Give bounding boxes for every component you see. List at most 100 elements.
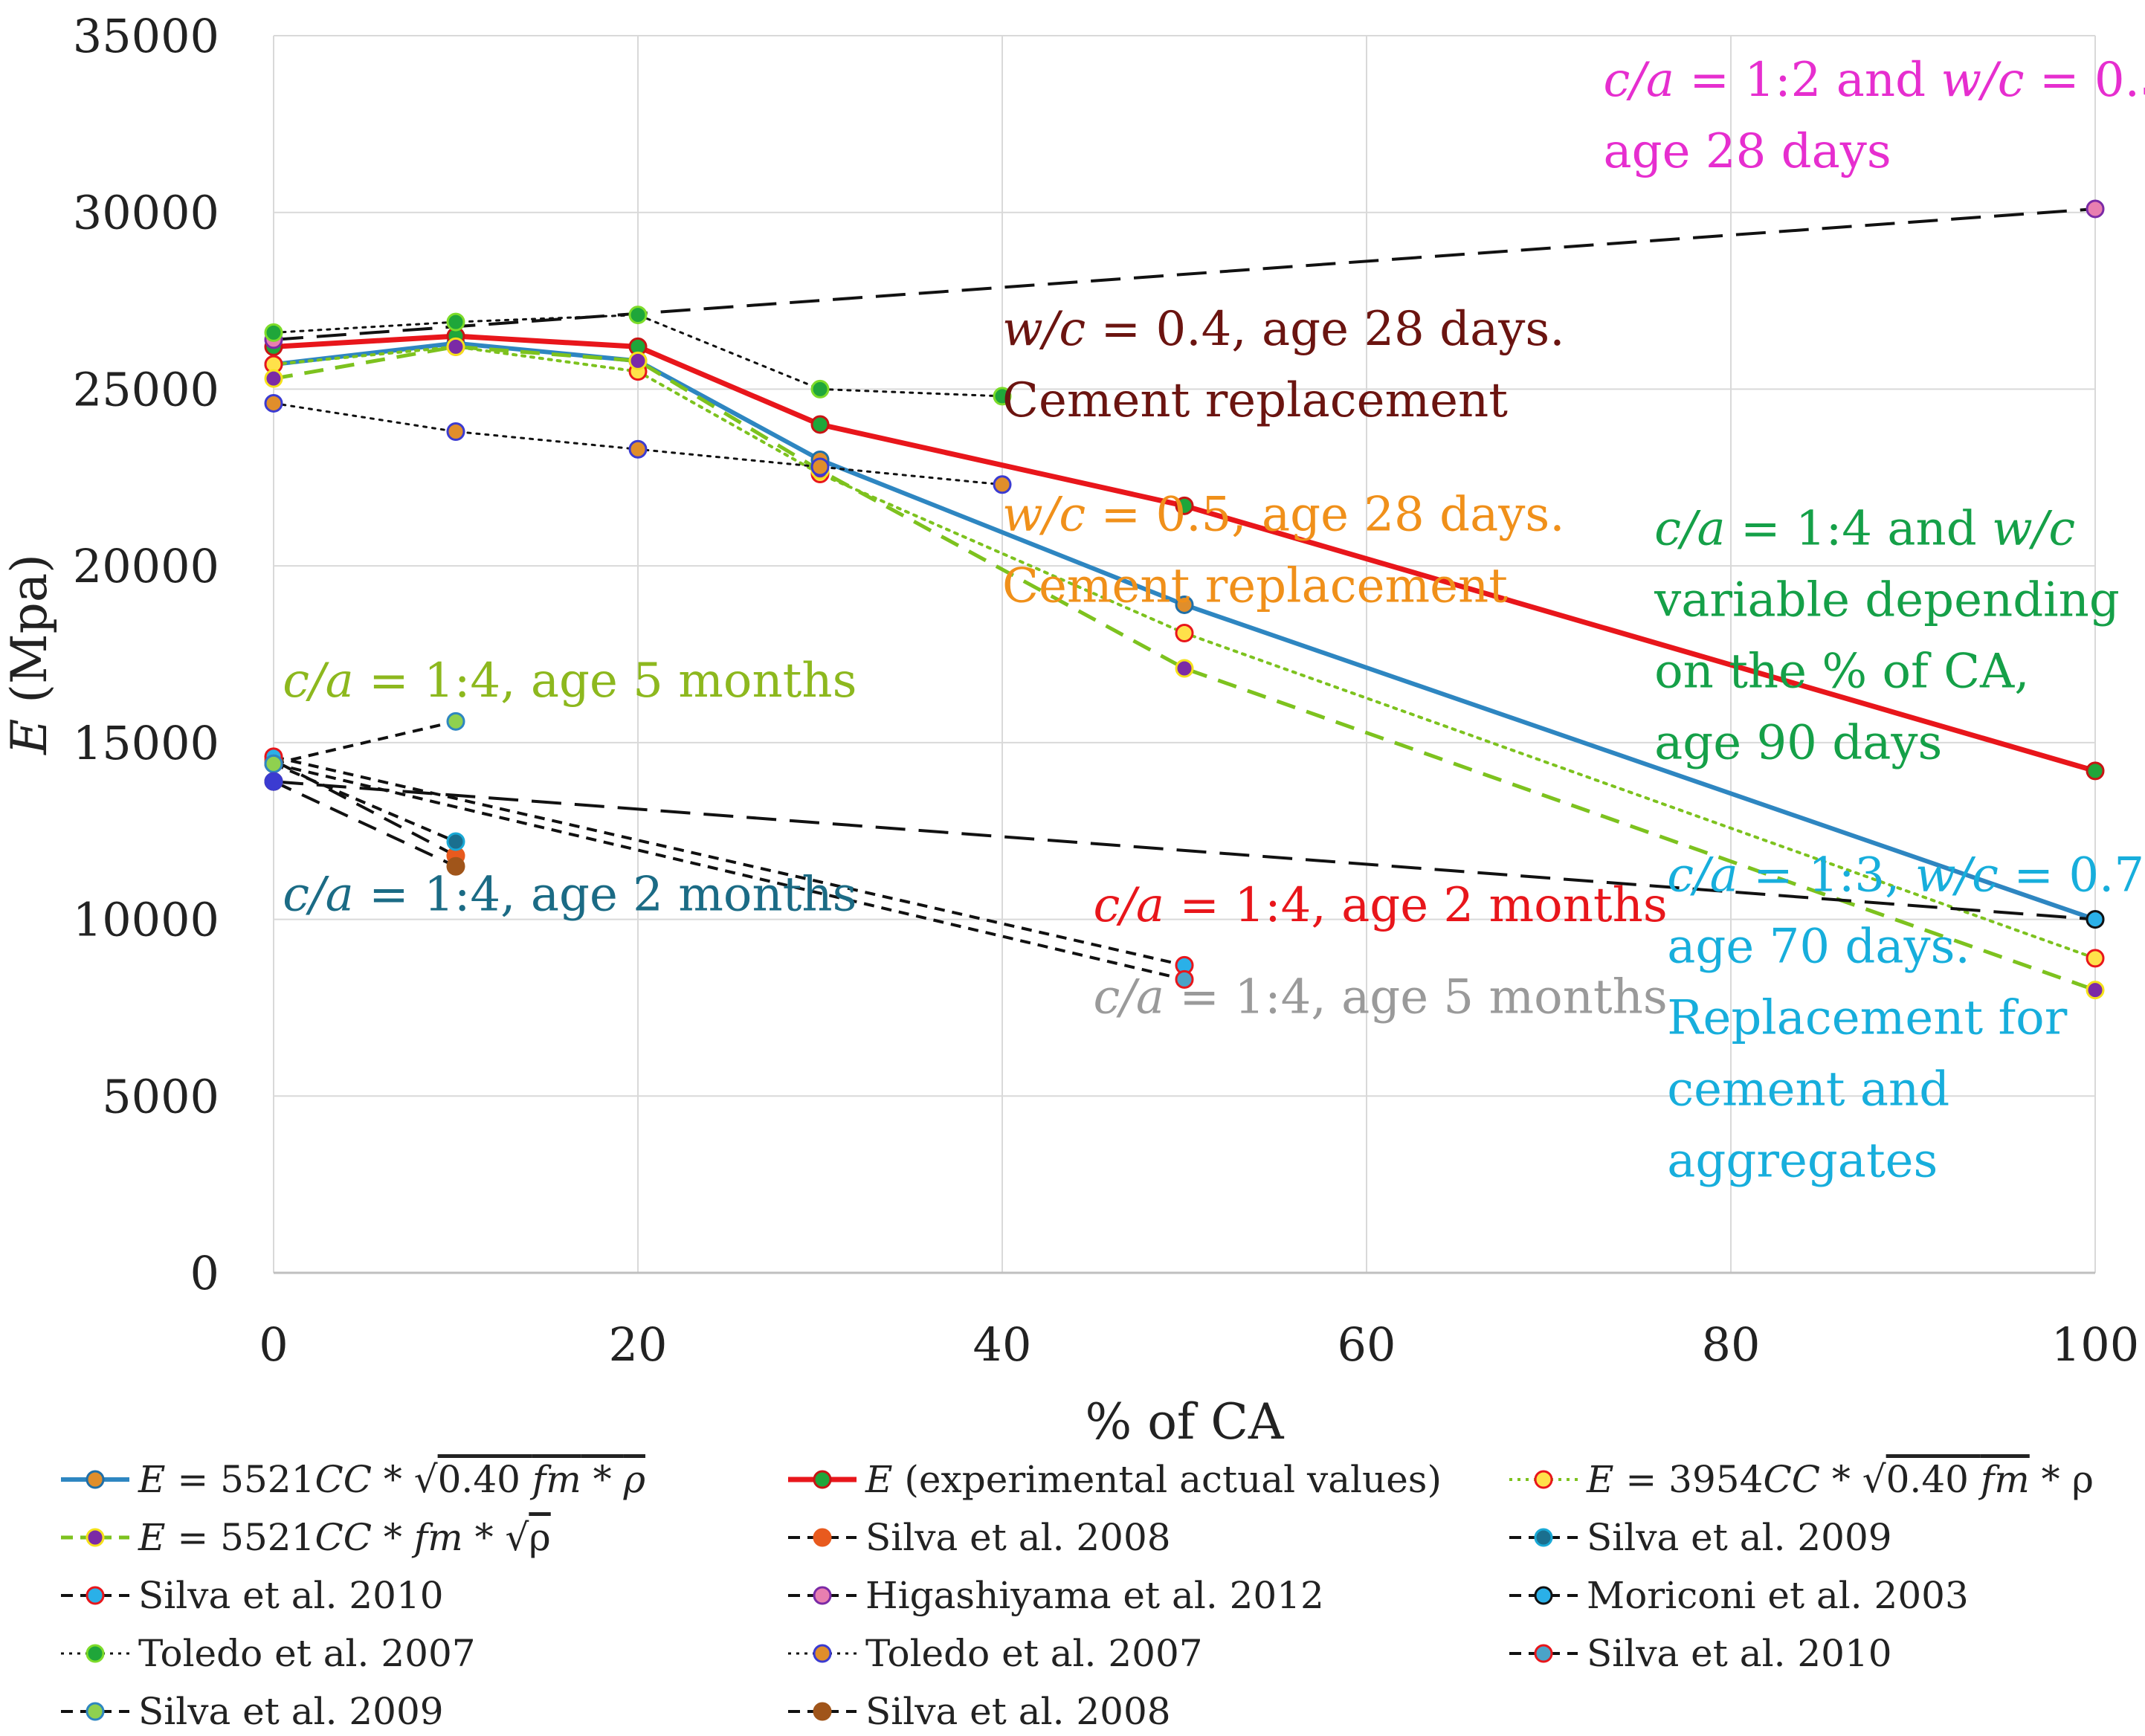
series-line-s_eq2 (273, 344, 2096, 993)
annotation-text: = 0.5, (2025, 53, 2145, 108)
data-point-s_toledo_a (628, 306, 648, 325)
annotation-text: w/c (1915, 848, 1999, 903)
legend-label: Silva et al. 2009 (1587, 1516, 1892, 1559)
data-point-s_eq2 (2086, 981, 2105, 1000)
legend-swatch-marker (813, 1528, 832, 1547)
grid (273, 35, 2096, 1274)
legend-label-part: √ (1862, 1458, 1886, 1501)
annotation-text: variable depending (1654, 573, 2120, 628)
legend-label-part: * (1820, 1458, 1862, 1501)
data-point-s_toledo_b (628, 439, 648, 459)
annotation-a_pink: c/a = 1:2 and w/c = 0.5, age 28 days (1604, 53, 2145, 179)
legend-item: E (experimental actual values) (788, 1458, 1442, 1501)
y-tick-label: 20000 (73, 539, 219, 593)
data-point-s_eq2 (628, 351, 648, 370)
y-tick-label: 0 (190, 1246, 219, 1300)
data-point-s_eq3 (2086, 949, 2105, 968)
legend-swatch-marker (813, 1470, 832, 1489)
annotation-line: w/c = 0.5, age 28 days. (1002, 488, 1565, 543)
data-point-s_toledo_a (446, 312, 465, 332)
legend-item: Moriconi et al. 2003 (1509, 1574, 1969, 1617)
legend-label: Silva et al. 2008 (865, 1516, 1171, 1559)
data-point-s_eq2 (1175, 659, 1194, 678)
y-tick-label: 15000 (73, 716, 219, 770)
annotation-line: age 28 days (1604, 124, 1891, 179)
legend-swatch-marker (1534, 1644, 1553, 1663)
legend-label-part: 0.40 (438, 1458, 532, 1501)
annotation-line: c/a = 1:2 and w/c = 0.5, (1604, 53, 2145, 108)
series-line-s_silva2008b (273, 780, 457, 868)
data-point-s_eq1 (1175, 595, 1194, 614)
legend-label-part: * (463, 1516, 506, 1559)
legend-label-part: Silva et al. 2009 (1587, 1516, 1892, 1559)
annotation-text: Cement replacement (1002, 373, 1508, 428)
legend-label: E (experimental actual values) (865, 1458, 1442, 1501)
data-point-s_silva2009b (264, 754, 283, 773)
legend-label-part: CC (315, 1458, 372, 1501)
annotation-line: c/a = 1:4, age 5 months (1094, 970, 1668, 1025)
annotation-text: cement and (1667, 1062, 1949, 1117)
annotation-text: = 0.5, age 28 days. (1086, 488, 1564, 543)
annotation-line: Cement replacement (1002, 373, 1508, 428)
legend-label-part: * (581, 1458, 624, 1501)
series-line-s_eq1 (273, 341, 2096, 922)
legend-swatch-marker (1534, 1528, 1553, 1547)
legend-item: Silva et al. 2010 (1509, 1632, 1892, 1675)
legend-label-part: Silva et al. 2009 (138, 1690, 444, 1733)
legend-item: E = 5521CC * fm * √ρ (61, 1516, 551, 1559)
annotation-text: = 1:3, (1738, 848, 1915, 903)
legend-label: Silva et al. 2010 (138, 1574, 444, 1617)
legend-item: Silva et al. 2009 (1509, 1516, 1892, 1559)
annotation-text: = 1:4, age 5 months (1164, 970, 1668, 1025)
data-point-s_toledo_a (810, 379, 830, 398)
legend-label-part: Silva et al. 2010 (138, 1574, 444, 1617)
legend-label-part: * (372, 1516, 414, 1559)
series-line-s_silva2009a (273, 762, 457, 843)
legend-swatch-marker (86, 1586, 105, 1605)
annotation-a_olive: c/a = 1:4, age 5 months (283, 654, 857, 709)
legend-label-part: Higashiyama et al. 2012 (865, 1574, 1324, 1617)
annotation-text: w/c (1992, 502, 2075, 557)
annotation-line: age 90 days (1654, 716, 1942, 771)
legend-label-part: ρ (623, 1458, 646, 1501)
y-tick-label: 10000 (73, 893, 219, 947)
series-line-s_eq3 (272, 345, 2097, 960)
legend-item: Silva et al. 2008 (788, 1690, 1171, 1733)
annotations: c/a = 1:2 and w/c = 0.5, age 28 days w/c =… (283, 53, 2145, 1189)
data-point-s_exp (2086, 761, 2105, 781)
legend-label-part: (experimental actual values) (893, 1458, 1442, 1501)
annotation-line: variable depending (1654, 573, 2120, 628)
legend-label-part: √ (505, 1516, 529, 1559)
legend-item: Higashiyama et al. 2012 (788, 1574, 1324, 1617)
legend-label: Silva et al. 2010 (1587, 1632, 1892, 1675)
data-point-s_silva2009b (446, 711, 465, 731)
legend-label-part: CC (315, 1516, 372, 1559)
data-point-s_silva2008b (446, 856, 465, 876)
legend-label: E = 3954CC * √0.40 fm * ρ (1586, 1458, 2094, 1501)
annotation-text: w/c (1941, 53, 2024, 108)
annotation-line: c/a = 1:4, age 2 months (283, 868, 857, 923)
data-point-s_toledo_a (264, 323, 283, 342)
legend-item: E = 3954CC * √0.40 fm * ρ (1509, 1458, 2094, 1501)
annotation-text: = 1:4, age 5 months (354, 654, 857, 709)
annotation-text: aggregates (1667, 1134, 1938, 1189)
annotation-text: on the % of CA, (1654, 645, 2030, 700)
annotation-text: w/c (1002, 488, 1086, 543)
legend-item: Silva et al. 2009 (61, 1690, 444, 1733)
series-line-s_silva2010b (273, 762, 1185, 981)
annotation-line: age 70 days. (1667, 920, 1970, 975)
annotation-a_brown: w/c = 0.4, age 28 days. Cement replacemen… (1002, 302, 1565, 428)
legend-label-part: ρ (529, 1516, 550, 1559)
data-point-s_toledo_b (446, 422, 465, 441)
annotation-line: on the % of CA, (1654, 645, 2030, 700)
series-line-s_silva2009b (273, 720, 457, 766)
legend-swatch-marker (813, 1644, 832, 1663)
annotation-line: aggregates (1667, 1134, 1938, 1189)
annotation-a_teal: c/a = 1:4, age 2 months (283, 868, 857, 923)
legend-label-part: Silva et al. 2008 (865, 1516, 1171, 1559)
y-axis-title: E (Mpa) (1, 554, 58, 755)
annotation-a_grey: c/a = 1:4, age 5 months (1094, 970, 1668, 1025)
data-point-s_mori (2086, 910, 2105, 929)
legend-label-part: E (138, 1458, 166, 1501)
legend-label-part: √ (414, 1458, 438, 1501)
